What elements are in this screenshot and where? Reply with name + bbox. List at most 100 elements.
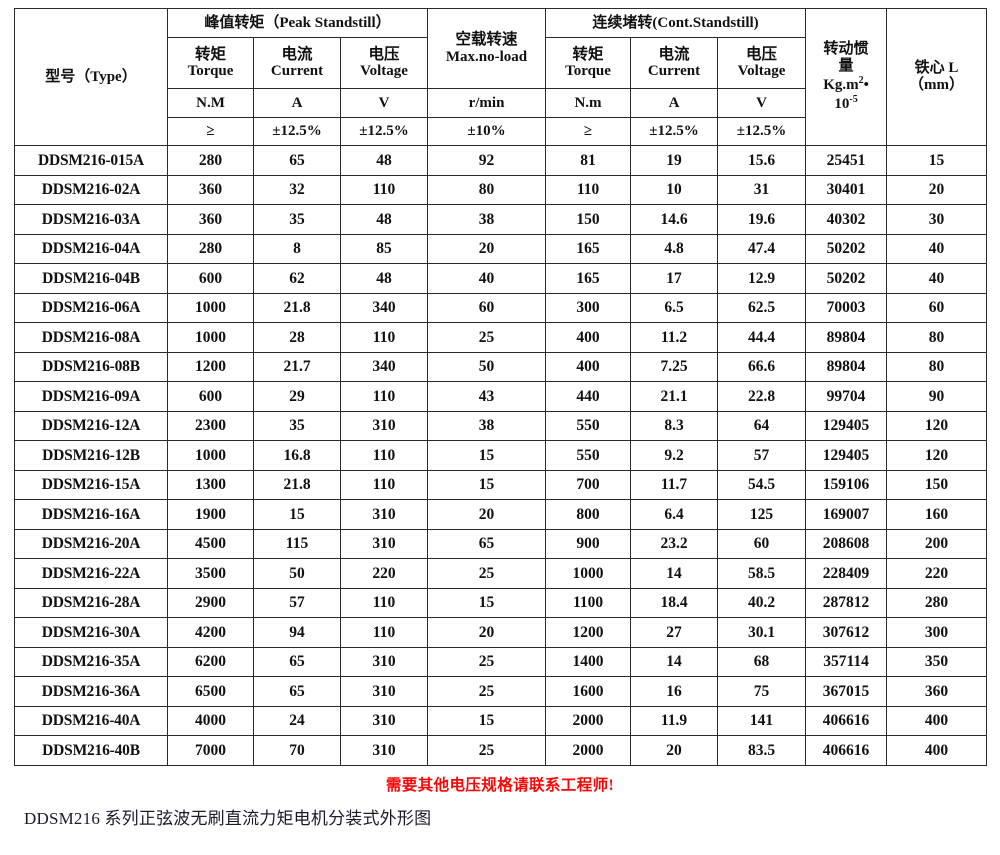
cell-core-length: 300	[886, 617, 988, 648]
table-row: DDSM216-04A 280 8 85 20 165 4.8 47.4 50202 40	[14, 233, 988, 264]
cell-inertia: 50202	[805, 233, 888, 264]
cell-inertia: 228409	[805, 558, 888, 589]
table-row: DDSM216-08A 1000 28 110 25 400 11.2 44.4 89804 80	[14, 322, 988, 353]
cell-noload: 38	[427, 204, 547, 235]
cell-inertia: 208608	[805, 528, 888, 559]
cell-cont-voltage: 15.6	[717, 145, 807, 176]
header-group-noload: 空载转速 Max.no-load	[427, 8, 547, 89]
header-tolerance-row: ≥ ±12.5% ±12.5% ±10% ≥ ±12.5% ±12.5%	[15, 117, 987, 146]
cell-noload: 65	[427, 528, 547, 559]
cell-cont-voltage: 40.2	[717, 587, 807, 618]
header-inertia-unit-base: Kg.m	[823, 77, 859, 93]
cell-peak-torque: 7000	[167, 735, 254, 766]
cell-cont-current: 11.9	[630, 705, 719, 736]
cell-core-length: 20	[886, 174, 988, 205]
cell-cont-torque: 400	[545, 322, 632, 353]
tolerance-peak-torque: ≥	[167, 117, 254, 146]
cell-cont-torque: 550	[545, 440, 632, 471]
cell-model: DDSM216-04B	[14, 263, 168, 294]
cell-model: DDSM216-28A	[14, 587, 168, 618]
header-cont-current: 电流 Current	[630, 37, 719, 89]
cell-peak-voltage: 110	[339, 469, 429, 500]
unit-cont-torque: N.m	[545, 88, 632, 118]
table-row: DDSM216-40B 7000 70 310 25 2000 20 83.5 406616 40…	[14, 735, 988, 766]
cell-cont-torque: 800	[545, 499, 632, 530]
table-row: DDSM216-06A 1000 21.8 340 60 300 6.5 62.5 70003 6…	[14, 292, 988, 323]
cell-peak-current: 16.8	[253, 440, 341, 471]
cell-cont-torque: 900	[545, 528, 632, 559]
cell-core-length: 40	[886, 263, 988, 294]
table-row: DDSM216-015A 280 65 48 92 81 19 15.6 25451 15	[14, 145, 988, 176]
tolerance-cont-voltage: ±12.5%	[717, 117, 807, 146]
cell-peak-torque: 600	[167, 263, 254, 294]
cell-cont-voltage: 75	[717, 676, 807, 707]
cell-model: DDSM216-03A	[14, 204, 168, 235]
cell-cont-current: 18.4	[630, 587, 719, 618]
cell-inertia: 367015	[805, 676, 888, 707]
cell-inertia: 406616	[805, 705, 888, 736]
cell-model: DDSM216-36A	[14, 676, 168, 707]
cell-cont-current: 16	[630, 676, 719, 707]
cell-model: DDSM216-04A	[14, 233, 168, 264]
cell-cont-voltage: 19.6	[717, 204, 807, 235]
cell-peak-voltage: 340	[339, 292, 429, 323]
contact-engineer-note: 需要其他电压规格请联系工程师!	[385, 776, 615, 794]
cell-core-length: 80	[886, 351, 988, 382]
cell-noload: 92	[427, 145, 547, 176]
cell-peak-current: 21.8	[253, 469, 341, 500]
cell-noload: 25	[427, 322, 547, 353]
cell-peak-current: 94	[253, 617, 341, 648]
header-core-length: 铁心 L （mm）	[886, 8, 988, 146]
cell-peak-voltage: 48	[339, 263, 429, 294]
cell-cont-current: 27	[630, 617, 719, 648]
cell-peak-voltage: 310	[339, 499, 429, 530]
cell-model: DDSM216-16A	[14, 499, 168, 530]
header-cont-current-en: Current	[647, 63, 701, 80]
cell-cont-voltage: 83.5	[717, 735, 807, 766]
cell-noload: 15	[427, 705, 547, 736]
cell-peak-torque: 1000	[167, 292, 254, 323]
cell-inertia: 357114	[805, 646, 888, 677]
cell-model: DDSM216-20A	[14, 528, 168, 559]
cell-model: DDSM216-30A	[14, 617, 168, 648]
cell-noload: 25	[427, 735, 547, 766]
header-noload-cn: 空载转速	[455, 31, 518, 49]
cell-cont-torque: 81	[545, 145, 632, 176]
cell-core-length: 400	[886, 735, 988, 766]
cell-cont-voltage: 62.5	[717, 292, 807, 323]
cell-cont-voltage: 30.1	[717, 617, 807, 648]
cell-model: DDSM216-12B	[14, 440, 168, 471]
header-inertia-sup1: 2	[858, 75, 864, 86]
table-row: DDSM216-22A 3500 50 220 25 1000 14 58.5 228409 22…	[14, 558, 988, 589]
cell-peak-torque: 3500	[167, 558, 254, 589]
cell-peak-current: 21.7	[253, 351, 341, 382]
cell-peak-voltage: 110	[339, 617, 429, 648]
cell-core-length: 80	[886, 322, 988, 353]
cell-peak-current: 32	[253, 174, 341, 205]
header-cont-voltage-en: Voltage	[737, 63, 786, 80]
cell-cont-current: 14	[630, 646, 719, 677]
cell-peak-current: 70	[253, 735, 341, 766]
cell-cont-voltage: 12.9	[717, 263, 807, 294]
cell-core-length: 40	[886, 233, 988, 264]
cell-model: DDSM216-40B	[14, 735, 168, 766]
cell-peak-torque: 1200	[167, 351, 254, 382]
cell-inertia: 287812	[805, 587, 888, 618]
cell-peak-voltage: 110	[339, 440, 429, 471]
cell-inertia: 40302	[805, 204, 888, 235]
header-group-peak: 峰值转矩（Peak Standstill）	[166, 8, 429, 38]
cell-cont-current: 14	[630, 558, 719, 589]
header-peak-torque-cn: 转矩	[194, 45, 226, 63]
table-row: DDSM216-35A 6200 65 310 25 1400 14 68 357114 350	[14, 646, 988, 677]
header-sub-row: 转矩 Torque 电流 Current 电压 Voltage 转矩 Torqu…	[15, 37, 987, 89]
cell-inertia: 406616	[805, 735, 888, 766]
header-peak-voltage: 电压 Voltage	[339, 37, 429, 89]
cell-model: DDSM216-015A	[14, 145, 168, 176]
cell-core-length: 15	[886, 145, 988, 176]
table-row: DDSM216-15A 1300 21.8 110 15 700 11.7 54.5 15910…	[14, 469, 988, 500]
cell-peak-voltage: 110	[339, 381, 429, 412]
cell-noload: 20	[427, 233, 547, 264]
cell-peak-voltage: 310	[339, 528, 429, 559]
header-peak-current: 电流 Current	[253, 37, 341, 89]
cell-cont-voltage: 57	[717, 440, 807, 471]
